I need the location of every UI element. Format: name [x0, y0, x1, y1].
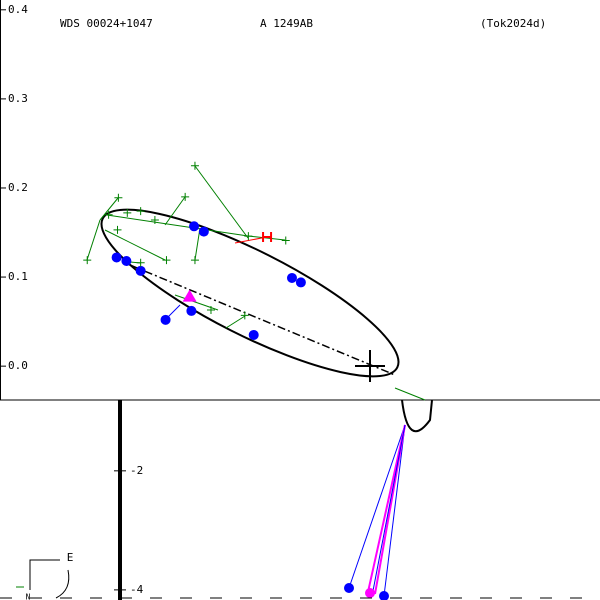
visual-point	[136, 207, 145, 216]
compass-north: N	[26, 593, 31, 600]
title: WDS 00024+1047	[60, 17, 153, 30]
subtitle: A 1249AB	[260, 17, 313, 30]
first-point	[182, 289, 197, 302]
compass-east: E	[67, 551, 74, 564]
speckle-point	[121, 256, 132, 267]
reference: (Tok2024d)	[480, 17, 546, 30]
visual-point	[113, 225, 122, 234]
speckle-point	[135, 265, 146, 276]
visual-point	[123, 208, 132, 217]
visual-point	[206, 306, 215, 315]
speckle-point	[248, 329, 259, 340]
speckle-point	[186, 305, 197, 316]
hipparcos-point	[262, 231, 273, 242]
residual-fan	[348, 424, 406, 597]
y-tick-label: 0.2	[8, 181, 28, 194]
speckle-point	[111, 252, 122, 263]
residual-point	[379, 591, 389, 600]
visual-point	[190, 256, 199, 265]
y-tick-label: -2	[130, 464, 143, 477]
compass	[29, 559, 60, 590]
residual-point	[365, 588, 375, 598]
residual-curve	[401, 399, 433, 433]
visual-point	[181, 192, 190, 201]
hipparcos-line	[234, 236, 268, 244]
y-tick-label: 0.3	[8, 92, 28, 105]
visual-point	[190, 161, 199, 170]
speckle-point	[160, 314, 171, 325]
visual-point	[114, 193, 123, 202]
speckle-point	[198, 226, 209, 237]
speckle-point	[286, 272, 297, 283]
visual-point	[104, 210, 113, 219]
y-tick-label: -4	[130, 583, 144, 596]
y-tick-label: 0.1	[8, 270, 28, 283]
visual-point	[150, 216, 159, 225]
orbit-ellipse	[100, 208, 400, 378]
residual-point	[344, 583, 354, 593]
compass-arrow	[55, 569, 70, 599]
y-tick-label: 0.0	[8, 359, 28, 372]
visual-point	[244, 232, 253, 241]
visual-point	[136, 258, 145, 267]
speckle-point	[189, 221, 200, 232]
visual-point	[240, 311, 249, 320]
visual-point	[162, 256, 171, 265]
speckle-point	[295, 277, 306, 288]
visual-point	[83, 256, 92, 265]
visual-point	[281, 236, 290, 245]
y-tick-label: 0.4	[8, 3, 28, 16]
